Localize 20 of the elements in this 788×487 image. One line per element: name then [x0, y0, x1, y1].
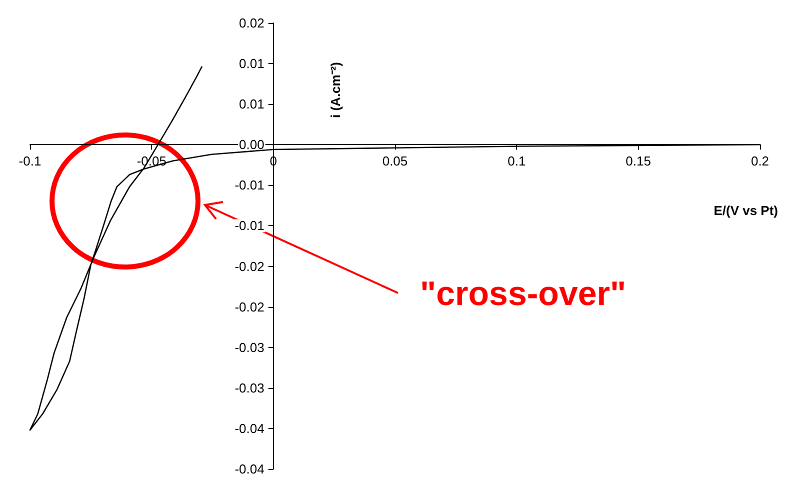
x-axis-title: E/(V vs Pt)	[714, 203, 778, 218]
y-tick-label: -0.01	[234, 178, 264, 193]
y-tick-label: -0.01	[234, 218, 264, 234]
y-axis-title: i (A.cm⁻²)	[328, 62, 343, 118]
y-tick-label: -0.04	[234, 462, 264, 476]
x-tick-label: -0.1	[18, 154, 42, 169]
y-tick-label: -0.03	[234, 340, 264, 355]
y-tick-label: -0.04	[234, 420, 264, 436]
y-tick-label: 0.02	[239, 16, 264, 30]
x-tick-label: 0.15	[626, 154, 651, 169]
x-tick-label: 0.1	[508, 154, 526, 169]
y-tick-label: 0.01	[239, 96, 264, 112]
y-tick-label: 0.00	[239, 137, 264, 152]
x-tick-label: 0.05	[382, 154, 408, 169]
y-tick-label: -0.02	[234, 299, 264, 314]
annotation: "cross-over"	[420, 275, 626, 313]
x-tick-label: 0.2	[750, 154, 770, 169]
y-tick-label: -0.02	[234, 258, 264, 274]
y-tick-label: -0.03	[234, 380, 264, 396]
y-tick-label: 0.01	[239, 56, 264, 72]
